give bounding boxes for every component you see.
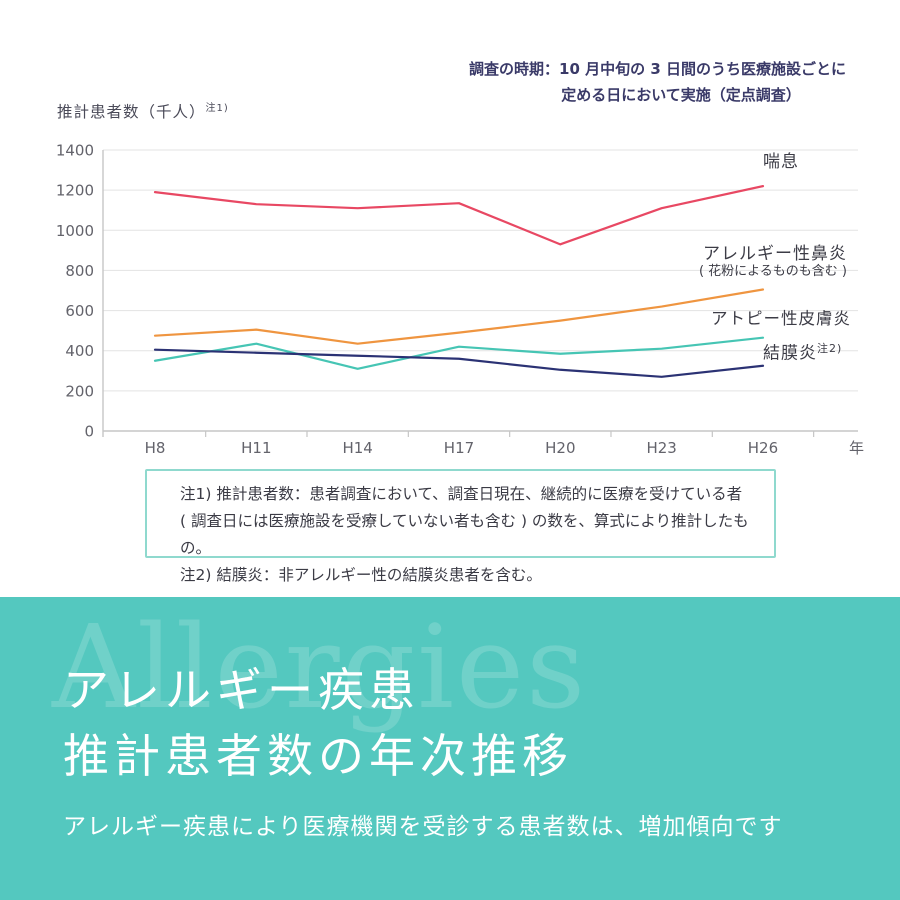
- x-tick-label: H23: [646, 439, 676, 457]
- y-tick-label: 800: [65, 262, 94, 280]
- subtitle: アレルギー疾患により医療機関を受診する患者数は、増加傾向です: [63, 814, 783, 840]
- x-tick-label: H8: [145, 439, 166, 457]
- footnote-2: 注2) 結膜炎：非アレルギー性の結膜炎患者を含む。: [180, 566, 542, 584]
- footnote-1-line2: ( 調査日には医療施設を受療していない者も含む ) の数を、算式により推計したも…: [180, 512, 749, 557]
- series-label-allergic-rhinitis: アレルギー性鼻炎 ( 花粉によるものも含む ): [698, 244, 847, 279]
- y-axis-title: 推計患者数（千人）注1): [57, 99, 229, 122]
- y-tick-label: 0: [84, 423, 94, 441]
- series-label-allergic-rhinitis-main: アレルギー性鼻炎: [703, 244, 847, 264]
- title-banner: Allergies アレルギー疾患 推計患者数の年次推移 アレルギー疾患により医…: [0, 597, 900, 900]
- series-label-atopic-dermatitis: アトピー性皮膚炎: [711, 309, 851, 328]
- main-title-line2: 推計患者数の年次推移: [63, 729, 573, 783]
- survey-period-note: 調査の時期：10 月中旬の 3 日間のうち医療施設ごとに 定める日において実施（…: [446, 56, 846, 109]
- series-label-asthma: 喘息: [763, 152, 799, 172]
- y-tick-label: 1200: [56, 182, 94, 200]
- x-axis-unit-label: 年: [849, 439, 864, 457]
- y-tick-label: 1400: [56, 142, 94, 160]
- series-line: [153, 185, 765, 246]
- x-tick-label: H26: [748, 439, 778, 457]
- line-chart: 0 200 400 600 800 1000 1200 1400 H8 H11 H14 H17 H20 H…: [56, 142, 864, 458]
- x-tick-label: H17: [444, 439, 474, 457]
- series-line: [153, 288, 765, 345]
- y-tick-label: 400: [65, 342, 94, 360]
- series-label-conjunctivitis-main: 結膜炎: [763, 343, 817, 364]
- series-line: [153, 348, 765, 378]
- y-axis-title-note-ref: 注1): [205, 103, 229, 114]
- x-tick-label: H20: [545, 439, 575, 457]
- series-label-conjunctivitis: 結膜炎注2): [763, 342, 843, 364]
- survey-period-line2: 定める日において実施（定点調査）: [561, 86, 801, 105]
- main-title-line1: アレルギー疾患: [63, 663, 420, 717]
- y-tick-label: 1000: [56, 222, 94, 240]
- footnote-1-line1: 注1) 推計患者数：患者調査において、調査日現在、継続的に医療を受けている者: [180, 485, 743, 503]
- survey-period-line1: 調査の時期：10 月中旬の 3 日間のうち医療施設ごとに: [469, 60, 846, 78]
- y-axis-title-text: 推計患者数（千人）: [57, 103, 206, 122]
- main-title: アレルギー疾患 推計患者数の年次推移: [63, 657, 573, 789]
- watermark-text: Allergies: [52, 601, 588, 735]
- x-tick-label: H14: [342, 439, 372, 457]
- y-tick-label: 600: [65, 302, 94, 320]
- x-tick-label: H11: [241, 439, 271, 457]
- series-label-allergic-rhinitis-sub: ( 花粉によるものも含む ): [698, 263, 847, 279]
- series-label-conjunctivitis-note-ref: 注2): [817, 342, 843, 355]
- series-line: [153, 336, 765, 370]
- y-tick-label: 200: [65, 382, 94, 400]
- footnotes-box: 注1) 推計患者数：患者調査において、調査日現在、継続的に医療を受けている者 (…: [145, 469, 776, 584]
